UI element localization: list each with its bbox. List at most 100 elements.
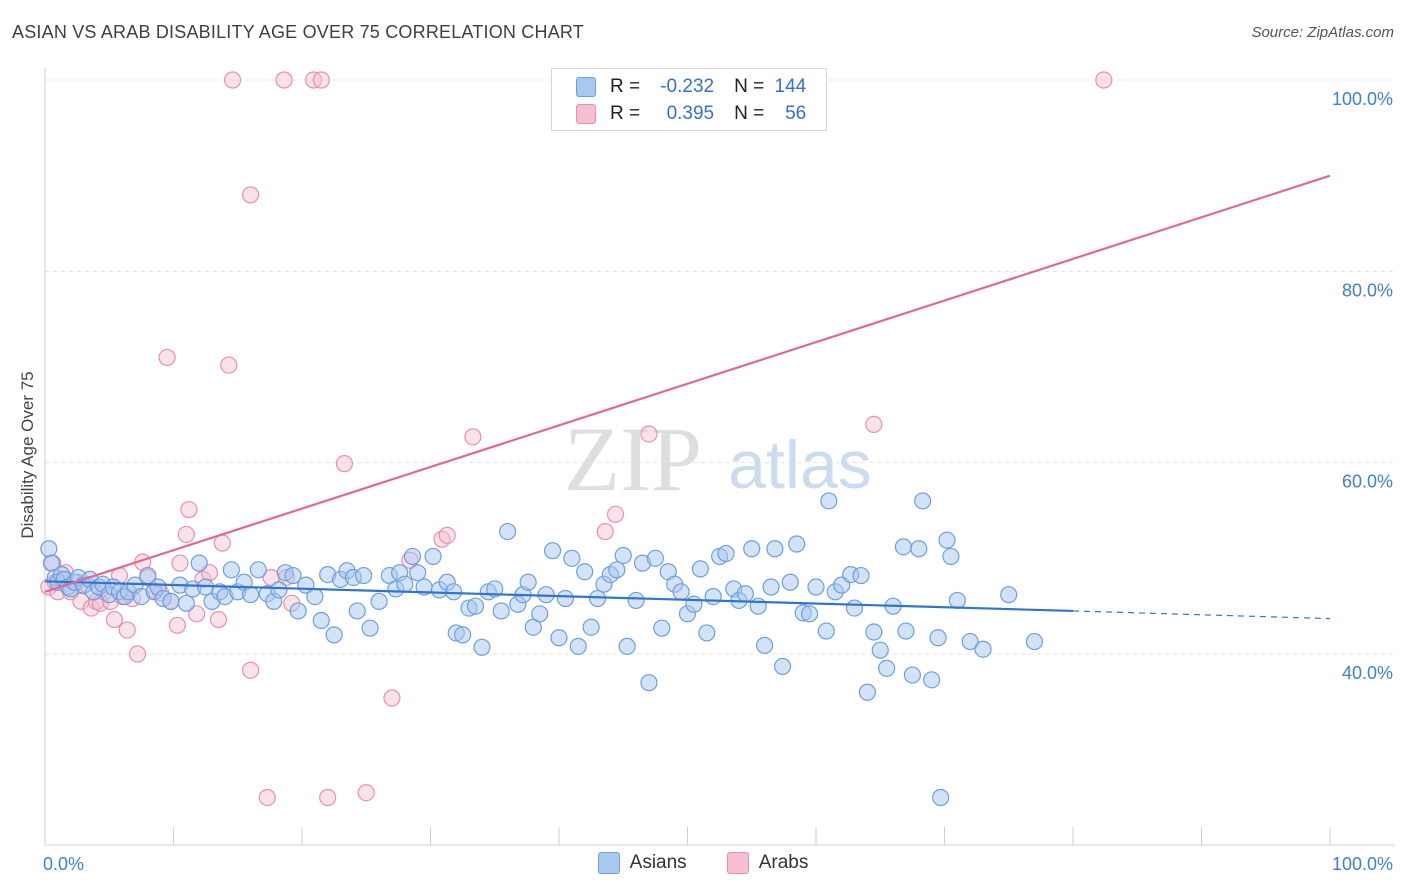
asian-point	[929, 629, 947, 647]
arab-point	[640, 425, 658, 443]
asian-point	[531, 605, 549, 623]
arab-point	[865, 415, 883, 433]
arab-point	[319, 788, 337, 807]
asian-point	[640, 674, 658, 692]
y-tick-label: 40.0%	[1342, 663, 1393, 683]
arab-point	[118, 621, 136, 639]
grid-lines	[45, 79, 1395, 655]
asian-point	[492, 602, 510, 620]
arab-point	[1095, 71, 1113, 89]
arab-point	[258, 788, 276, 807]
asian-point	[409, 564, 427, 582]
arab-point	[180, 500, 198, 519]
legend-item-arabs[interactable]: Arabs	[726, 852, 809, 874]
asian-point	[519, 573, 537, 591]
asian-point	[736, 585, 754, 603]
asian-point	[974, 640, 992, 658]
tick-labels: 40.0% 60.0% 80.0% 100.0% 0.0% 100.0%	[43, 89, 1393, 874]
stats-legend: R = -0.232 N = 144 R = 0.395 N = 56	[551, 68, 827, 131]
series-legend: Asians Arabs	[0, 852, 1406, 874]
asian-point	[576, 563, 594, 581]
asian-point	[348, 602, 366, 620]
asian-point	[788, 535, 806, 553]
asian-point	[865, 623, 883, 641]
asian-point	[306, 587, 324, 606]
arab-point	[213, 534, 231, 552]
asian-point	[289, 602, 307, 620]
legend-arabs-swatch	[726, 852, 749, 874]
asian-point	[588, 589, 607, 608]
asian-point	[704, 587, 722, 606]
arab-point	[158, 348, 176, 367]
asian-point	[897, 622, 915, 640]
asian-point	[820, 492, 838, 510]
arab-point	[464, 428, 482, 446]
arab-point	[606, 505, 625, 523]
chart-title: ASIAN VS ARAB DISABILITY AGE OVER 75 COR…	[12, 22, 584, 42]
asians-r-value: -0.232	[660, 76, 715, 97]
asian-point	[486, 580, 504, 598]
asian-point	[773, 657, 792, 676]
arabs-r-value: 0.395	[666, 103, 715, 124]
asian-point	[618, 637, 636, 655]
source-label: Source: ZipAtlas.com	[1251, 24, 1394, 41]
asian-point	[403, 547, 422, 566]
asian-point	[627, 591, 645, 610]
arabs-n-label: N =	[734, 103, 765, 124]
asian-point	[653, 619, 671, 637]
asian-point	[698, 624, 716, 642]
asian-point	[325, 626, 343, 644]
asian-point	[550, 629, 568, 647]
legend-row-arabs: R = 0.395 N = 56	[576, 102, 806, 126]
legend-item-asians[interactable]: Asians	[597, 852, 687, 874]
arab-point	[105, 610, 123, 629]
arab-point	[220, 356, 238, 374]
asian-point	[691, 560, 709, 578]
y-tick-label: 60.0%	[1342, 472, 1393, 492]
asian-point	[270, 581, 288, 599]
arabs-n-value: 56	[785, 103, 807, 124]
trend-lines	[44, 174, 1331, 620]
asian-point	[396, 575, 414, 593]
asian-point	[685, 595, 703, 613]
asians-n-label: N =	[734, 76, 765, 97]
asian-point	[938, 531, 956, 549]
watermark: ZIP atlas	[564, 408, 872, 510]
asian-point	[242, 586, 260, 604]
asian-point	[914, 492, 932, 510]
asian-point	[222, 561, 240, 579]
asian-point	[646, 549, 664, 567]
arab-point	[242, 661, 260, 679]
asian-point	[284, 566, 302, 585]
arab-trend-line	[44, 174, 1331, 593]
arab-point	[171, 554, 189, 572]
asian-point	[445, 583, 463, 601]
asian-point	[942, 547, 960, 566]
asian-points	[40, 492, 1044, 807]
asian-point	[312, 611, 330, 630]
asian-point	[614, 546, 632, 565]
watermark-zip: ZIP	[564, 408, 702, 510]
legend-arabs-label: Arabs	[758, 852, 809, 873]
asian-point	[672, 583, 690, 601]
arabs-r-label: R =	[610, 103, 641, 124]
asian-point	[807, 578, 825, 596]
asian-point	[903, 666, 921, 684]
asian-point	[894, 538, 912, 556]
arab-point	[188, 605, 206, 623]
arab-point	[357, 784, 375, 802]
arab-point	[596, 522, 614, 541]
asian-point	[762, 578, 780, 596]
arab-point	[242, 186, 260, 204]
arab-point	[177, 525, 195, 544]
asian-point	[845, 599, 864, 617]
asian-point	[1000, 586, 1018, 604]
asian-point	[749, 597, 767, 615]
arab-point	[128, 645, 147, 663]
asian-point	[1025, 632, 1044, 651]
asian-point	[743, 540, 761, 558]
asian-point	[361, 619, 379, 637]
asian-point	[755, 636, 774, 654]
arab-point	[168, 616, 186, 634]
